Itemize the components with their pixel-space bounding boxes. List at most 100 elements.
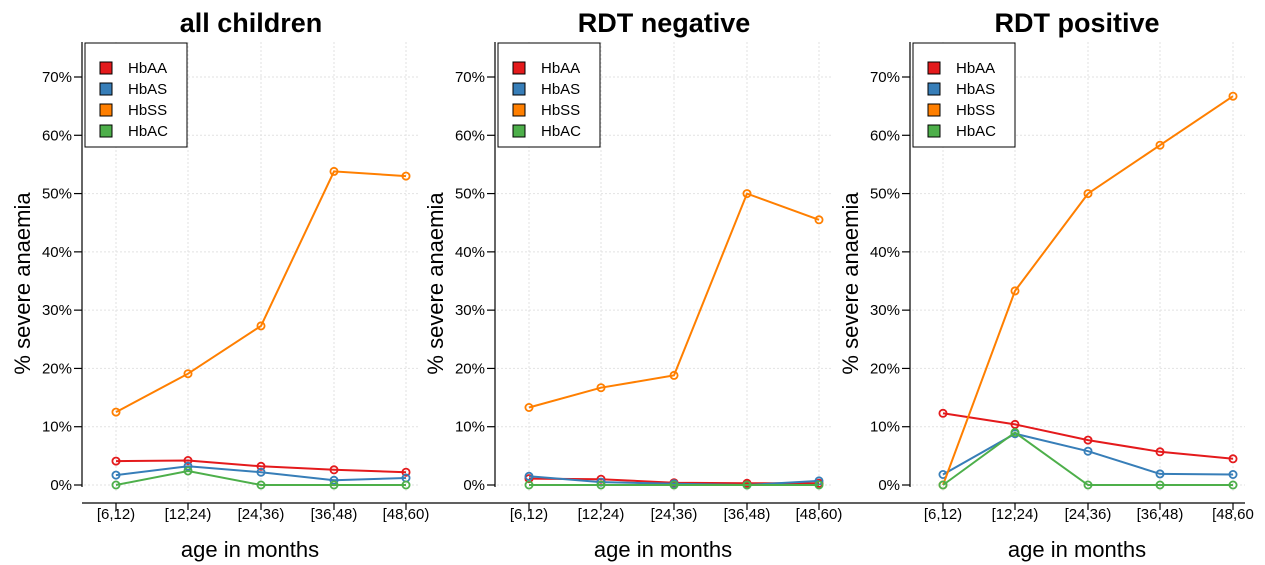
series-line	[528, 192, 820, 409]
series-HbAA	[938, 408, 1238, 464]
y-tick-label: 70%	[42, 69, 72, 86]
x-tick-label: [48,60)	[383, 506, 430, 523]
y-tick-label: 40%	[455, 244, 485, 261]
data-point	[1155, 480, 1165, 490]
legend-swatch	[927, 124, 941, 138]
x-axis-title: age in months	[594, 537, 732, 562]
data-point	[256, 321, 266, 331]
legend-swatch	[927, 103, 941, 117]
x-tick-label: [12,24)	[992, 506, 1039, 523]
data-point	[1083, 189, 1093, 199]
data-point	[256, 461, 266, 471]
data-point	[1155, 469, 1165, 479]
data-point	[1083, 480, 1093, 490]
y-tick-label: 60%	[455, 127, 485, 144]
x-tick-label: [6,12)	[924, 506, 962, 523]
y-tick-label: 10%	[870, 419, 900, 436]
series-HbAC	[938, 427, 1238, 490]
gridlines	[497, 42, 831, 491]
panel-title: RDT positive	[994, 8, 1159, 38]
legend: HbAA HbAS HbSS HbAC	[84, 42, 188, 148]
data-point	[669, 370, 679, 380]
data-point	[329, 166, 339, 176]
y-tick-label: 10%	[455, 419, 485, 436]
legend-label: HbAA	[956, 60, 995, 77]
y-axis-title: % severe anaemia	[838, 192, 863, 375]
legend-label: HbAC	[128, 123, 168, 140]
legend-swatch	[927, 61, 941, 75]
data-point	[938, 480, 948, 490]
legend-label: HbAA	[128, 60, 167, 77]
chart-panel-3: RDT positive 0% 10% 20% 30% 40% 50% 60% 70% [6,12…	[838, 8, 1254, 562]
data-point	[524, 471, 534, 481]
x-axis-title: age in months	[181, 537, 319, 562]
legend-label: HbSS	[956, 102, 995, 119]
series-HbAC	[111, 466, 411, 490]
x-tick-label: [24,36)	[238, 506, 285, 523]
data-point	[256, 467, 266, 477]
data-point	[524, 480, 534, 490]
series-line	[115, 170, 407, 413]
y-tick-label: 70%	[455, 69, 485, 86]
data-point	[524, 402, 534, 412]
y-tick-label: 0%	[878, 477, 900, 494]
y-tick-label: 0%	[50, 477, 72, 494]
y-tick-label: 30%	[42, 302, 72, 319]
data-point	[596, 383, 606, 393]
series-HbAA	[111, 455, 411, 477]
panel-title: RDT negative	[578, 8, 751, 38]
y-tick-label: 60%	[870, 127, 900, 144]
legend-swatch	[99, 82, 113, 96]
x-tick-label: [36,48)	[311, 506, 358, 523]
legend-swatch	[512, 61, 526, 75]
x-axis-title: age in months	[1008, 537, 1146, 562]
data-point	[1228, 91, 1238, 101]
y-tick-label: 20%	[455, 360, 485, 377]
y-tick-label: 50%	[870, 186, 900, 203]
data-point	[1083, 446, 1093, 456]
data-point	[401, 171, 411, 181]
x-tick-label: [12,24)	[578, 506, 625, 523]
data-point	[1083, 435, 1093, 445]
data-point	[938, 408, 948, 418]
y-axis-title: % severe anaemia	[423, 192, 448, 375]
series-HbAS	[111, 461, 411, 485]
y-tick-label: 30%	[870, 302, 900, 319]
data-point	[1228, 454, 1238, 464]
legend: HbAA HbAS HbSS HbAC	[497, 42, 601, 148]
data-point	[596, 480, 606, 490]
data-point	[183, 369, 193, 379]
data-point	[401, 480, 411, 490]
data-point	[814, 480, 824, 490]
chart-panel-2: RDT negative 0% 10% 20% 30% 40% 50% 60% 70% [6,12…	[423, 8, 842, 562]
y-tick-label: 40%	[42, 244, 72, 261]
data-point	[1228, 480, 1238, 490]
y-tick-label: 20%	[870, 360, 900, 377]
y-tick-label: 50%	[455, 186, 485, 203]
legend-swatch	[99, 103, 113, 117]
series-line	[115, 465, 407, 482]
y-tick-label: 40%	[870, 244, 900, 261]
data-point	[814, 215, 824, 225]
legend-swatch	[927, 82, 941, 96]
series-line	[528, 475, 820, 487]
y-tick-label: 0%	[463, 477, 485, 494]
series-HbAS	[938, 429, 1238, 479]
data-point	[742, 189, 752, 199]
panel-title: all children	[180, 8, 323, 38]
legend-label: HbAC	[541, 123, 581, 140]
series-line	[115, 469, 406, 486]
data-point	[183, 466, 193, 476]
data-point	[1010, 427, 1020, 437]
data-point	[1155, 447, 1165, 457]
data-point	[329, 465, 339, 475]
data-point	[1155, 140, 1165, 150]
legend: HbAA HbAS HbSS HbAC	[912, 42, 1016, 148]
series-line	[942, 95, 1234, 486]
series-line	[942, 431, 1233, 486]
series-line	[115, 459, 407, 474]
legend-swatch	[99, 61, 113, 75]
series-HbSS	[111, 166, 411, 417]
x-tick-label: [12,24)	[165, 506, 212, 523]
